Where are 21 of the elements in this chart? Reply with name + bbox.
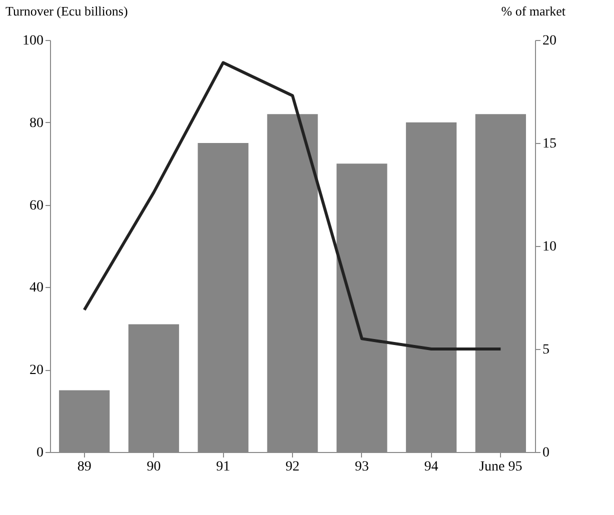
line-series: [82, 61, 502, 350]
y2-tick-label: 10: [542, 240, 556, 254]
x-tick-label: June 95: [479, 460, 522, 474]
x-tick-label: 91: [216, 460, 230, 474]
y-tick-label: 100: [22, 34, 44, 48]
x-tick-label: 89: [77, 460, 92, 474]
y-tick-label: 80: [30, 116, 44, 131]
y2-tick-label: 15: [542, 136, 556, 152]
y-tick-label: 40: [30, 280, 44, 296]
y-tick-label: 0: [36, 446, 44, 460]
y-axis-title: Turnover (Ecu billions): [6, 4, 128, 18]
y2-tick-label: 5: [542, 342, 550, 358]
y-tick-label: 60: [30, 198, 44, 214]
x-tick-label: 94: [424, 460, 438, 474]
x-tick-label: 93: [354, 460, 369, 474]
x-tick-label: 92: [286, 460, 300, 474]
y2-axis-title: % of market: [501, 4, 566, 18]
x-tick-label: 90: [146, 460, 161, 474]
y2-tick-label: 20: [542, 34, 556, 48]
y2-tick-label: 0: [542, 446, 550, 460]
y-tick-label: 20: [30, 363, 44, 378]
